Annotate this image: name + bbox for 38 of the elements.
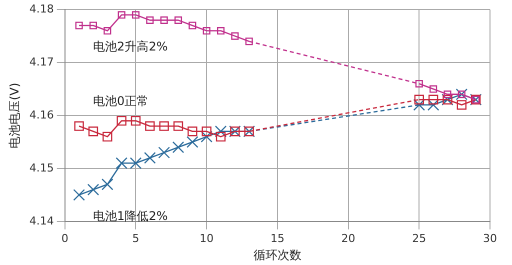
point — [216, 27, 225, 35]
y-tick-label: 4.15 — [29, 161, 54, 174]
point — [75, 22, 83, 30]
point — [202, 27, 210, 35]
point — [74, 121, 84, 131]
point — [132, 11, 140, 19]
x-tick-label: 0 — [61, 232, 68, 245]
x-tick-label: 20 — [341, 232, 356, 245]
y-tick-label: 4.17 — [29, 55, 54, 68]
series-label: 电池1降低2% — [93, 209, 168, 224]
point — [145, 121, 155, 131]
point — [146, 16, 154, 24]
x-tick-label: 25 — [412, 232, 426, 245]
series-label: 电池2升高2% — [93, 40, 168, 54]
x-tick-label: 5 — [132, 232, 140, 245]
point — [130, 116, 141, 126]
series-label: 电池0正常 — [93, 94, 149, 108]
point — [173, 121, 184, 131]
point — [159, 121, 169, 131]
y-tick-label: 4.14 — [29, 214, 54, 228]
x-axis-title: 循环次数 — [253, 248, 302, 262]
point — [174, 16, 182, 24]
y-axis-title: 电池电压(V) — [7, 82, 22, 148]
point — [245, 38, 253, 46]
x-tick-label: 30 — [483, 232, 497, 245]
point — [188, 22, 196, 30]
point — [118, 11, 126, 19]
point — [160, 16, 168, 24]
point — [430, 85, 438, 93]
point — [415, 80, 423, 88]
point — [116, 116, 126, 126]
point — [231, 32, 239, 40]
x-tick-label: 10 — [200, 232, 214, 245]
y-tick-label: 4.16 — [29, 108, 54, 122]
x-tick-label: 15 — [270, 232, 284, 245]
y-tick-label: 4.18 — [29, 2, 54, 16]
point — [89, 22, 98, 30]
point — [104, 27, 112, 35]
